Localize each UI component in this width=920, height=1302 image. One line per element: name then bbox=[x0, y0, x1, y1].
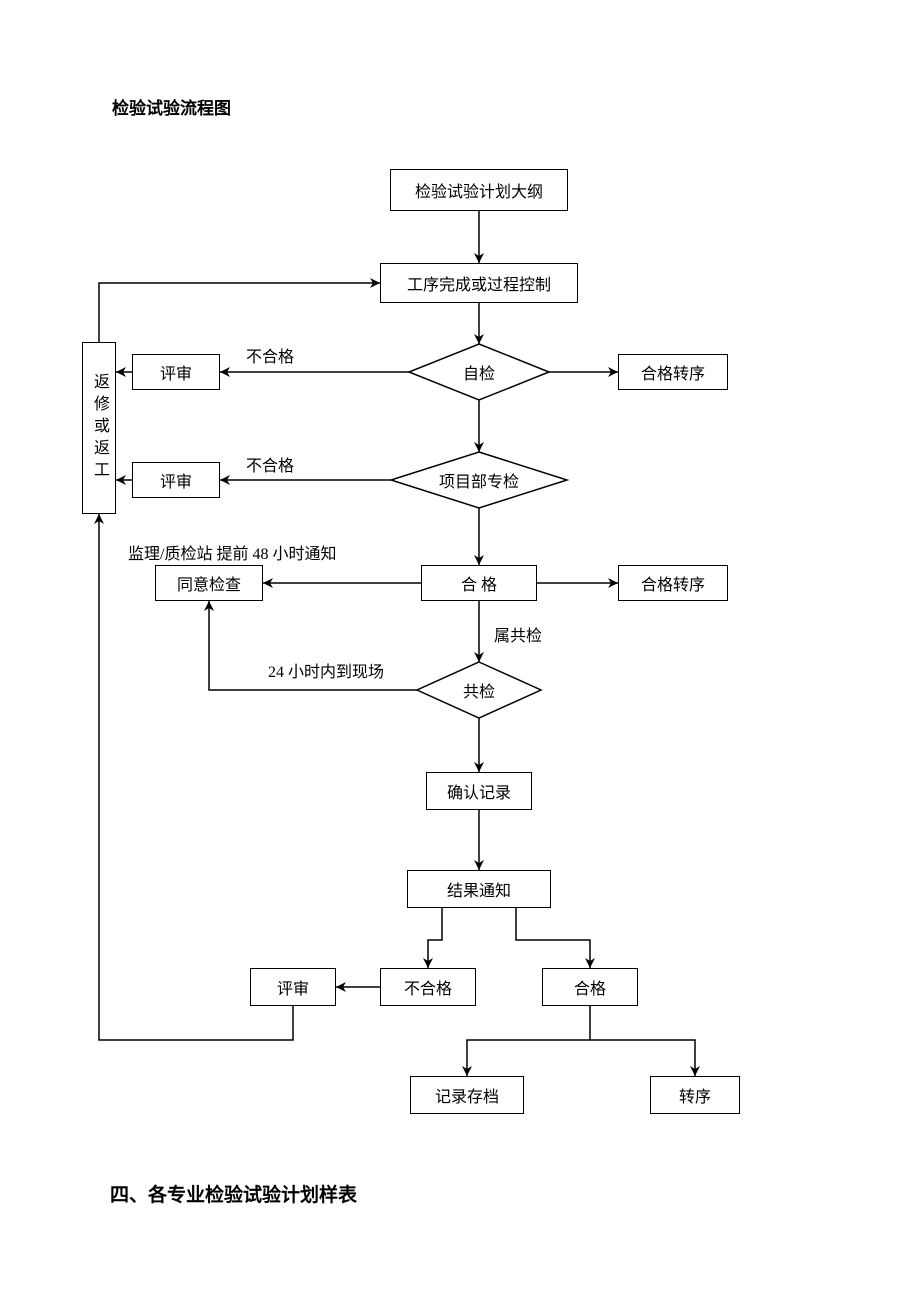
edge-label-super: 监理/质检站 提前 48 小时通知 bbox=[128, 540, 336, 564]
node-qualified: 合 格 bbox=[421, 565, 537, 601]
page-title: 检验试验流程图 bbox=[112, 94, 231, 119]
diamond-joint-label: 共检 bbox=[463, 678, 495, 702]
node-transfer: 转序 bbox=[650, 1076, 740, 1114]
node-review1: 评审 bbox=[132, 354, 220, 390]
node-pass1: 合格转序 bbox=[618, 354, 728, 390]
node-archive: 记录存档 bbox=[410, 1076, 524, 1114]
node-plan: 检验试验计划大纲 bbox=[390, 169, 568, 211]
diamond-deptcheck-label: 项目部专检 bbox=[439, 468, 519, 492]
edge-label-fail2: 不合格 bbox=[246, 452, 294, 476]
node-review2: 评审 bbox=[132, 462, 220, 498]
node-fail: 不合格 bbox=[380, 968, 476, 1006]
node-agree: 同意检查 bbox=[155, 565, 263, 601]
node-pass2: 合格转序 bbox=[618, 565, 728, 601]
edge-label-onsite: 24 小时内到现场 bbox=[268, 658, 384, 682]
node-rework: 返修或返工 bbox=[82, 342, 116, 514]
diamond-selfcheck-label: 自检 bbox=[463, 360, 495, 384]
section-heading: 四、各专业检验试验计划样表 bbox=[110, 1180, 357, 1207]
node-notify: 结果通知 bbox=[407, 870, 551, 908]
node-review3: 评审 bbox=[250, 968, 336, 1006]
edge-label-fail1: 不合格 bbox=[246, 343, 294, 367]
node-process: 工序完成或过程控制 bbox=[380, 263, 578, 303]
edge-label-belong: 属共检 bbox=[494, 622, 542, 646]
node-ok: 合格 bbox=[542, 968, 638, 1006]
node-confirm: 确认记录 bbox=[426, 772, 532, 810]
